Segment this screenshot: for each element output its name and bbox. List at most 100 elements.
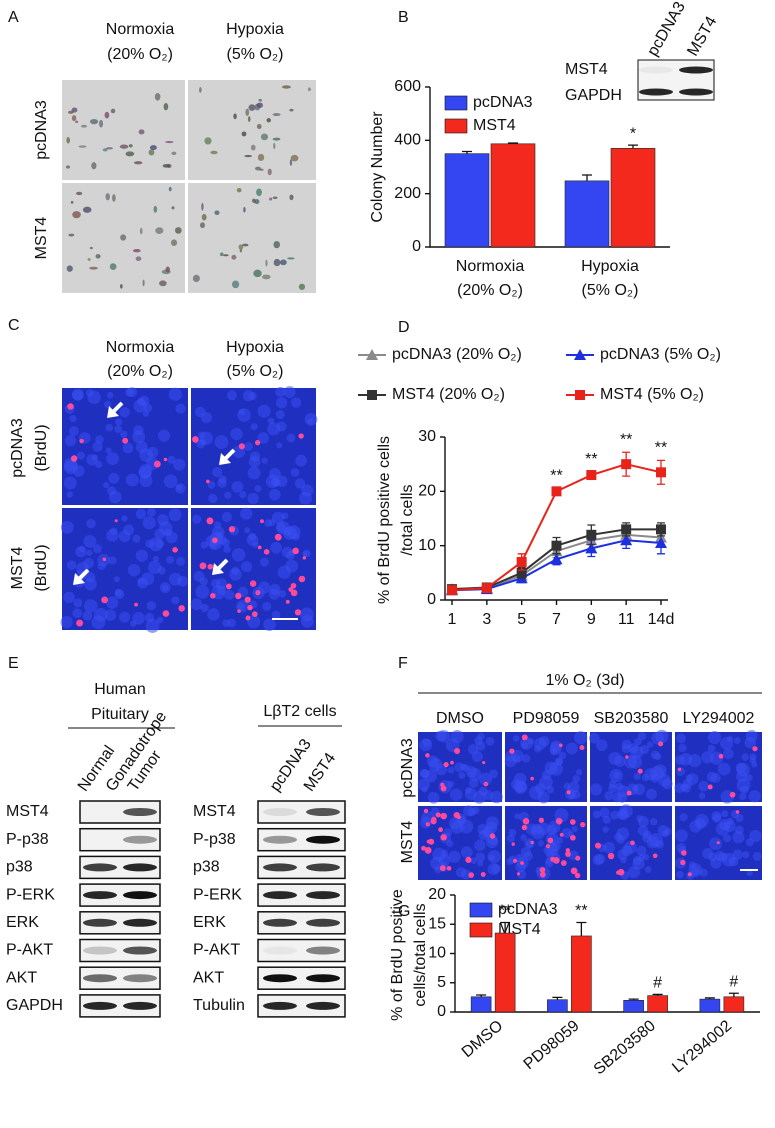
nucleus — [175, 484, 183, 491]
nucleus — [512, 735, 520, 742]
nucleus — [538, 736, 550, 747]
nucleus — [194, 406, 206, 418]
row-label: AKT — [6, 969, 37, 986]
brdu-cell — [440, 834, 447, 841]
nucleus — [686, 773, 699, 785]
x-tick-label: 9 — [587, 611, 596, 628]
nucleus — [417, 778, 430, 791]
nucleus — [720, 736, 734, 750]
nucleus — [636, 845, 647, 856]
colony — [78, 145, 87, 148]
brdu-cell — [435, 812, 441, 818]
x-tick-label: PD98059 — [521, 1017, 583, 1073]
nucleus — [746, 869, 753, 877]
colony — [298, 283, 306, 290]
nucleus — [735, 762, 747, 773]
column-label: SB203580 — [594, 710, 669, 727]
nucleus — [485, 835, 499, 849]
nucleus — [60, 520, 74, 534]
nucleus — [262, 601, 272, 611]
x-tick-label: Normoxia — [456, 258, 525, 275]
bar — [647, 995, 668, 1013]
nucleus — [637, 731, 647, 741]
y-axis-label: cells/total cells — [412, 903, 429, 1006]
brdu-cell — [102, 557, 107, 562]
nucleus — [227, 618, 237, 628]
nucleus — [633, 772, 641, 780]
nucleus — [644, 866, 652, 873]
brdu-cell — [677, 767, 682, 772]
nucleus — [176, 556, 186, 566]
nucleus — [125, 473, 139, 487]
nucleus — [514, 813, 521, 820]
brdu-cell — [114, 519, 118, 523]
blot-box — [257, 911, 346, 935]
nucleus — [166, 555, 175, 564]
legend-swatch — [444, 118, 468, 134]
brdu-cell — [421, 845, 426, 851]
nucleus — [163, 474, 178, 489]
nucleus — [732, 831, 745, 844]
colony — [239, 248, 243, 253]
y-tick-label: 20 — [428, 886, 446, 903]
brdu-cell — [290, 582, 297, 589]
colony — [120, 284, 123, 289]
group-header: Human — [94, 681, 146, 698]
panel-letter: D — [398, 319, 410, 336]
nucleus — [447, 766, 455, 774]
colony — [165, 140, 174, 144]
brdu-cell — [752, 746, 758, 752]
nucleus — [435, 730, 447, 742]
nucleus — [108, 556, 117, 565]
nucleus — [539, 775, 553, 790]
nucleus — [298, 491, 312, 505]
brdu-cell — [443, 762, 449, 768]
colony — [67, 110, 74, 114]
bar — [699, 998, 721, 1013]
legend-swatch — [469, 922, 493, 938]
nucleus — [173, 458, 186, 471]
nucleus — [275, 386, 286, 398]
nucleus — [619, 804, 633, 818]
error-bar — [628, 144, 638, 149]
nucleus — [523, 851, 533, 861]
colony — [174, 227, 182, 234]
blot-band — [123, 918, 157, 927]
colony — [110, 108, 116, 114]
nucleus — [64, 434, 77, 447]
colony — [220, 252, 224, 257]
blot-band — [83, 974, 117, 983]
nucleus — [271, 511, 285, 524]
brdu-cell — [580, 821, 586, 828]
nucleus — [199, 577, 208, 586]
colony — [132, 248, 141, 253]
nucleus — [698, 780, 710, 792]
nucleus — [164, 528, 172, 537]
nucleus — [662, 778, 673, 790]
brdu-cell — [574, 872, 581, 879]
nucleus — [744, 736, 757, 749]
brdu-cell — [480, 872, 486, 877]
colony — [256, 188, 262, 197]
nucleus — [281, 512, 289, 520]
colony — [170, 239, 178, 247]
column-label: (5% O₂) — [227, 46, 284, 63]
brdu-cell — [134, 602, 138, 607]
brdu-cell — [680, 859, 686, 866]
blot-band — [263, 946, 297, 955]
brdu-cell — [570, 867, 578, 875]
nucleus — [458, 771, 466, 779]
x-tick-label: (20% O₂) — [457, 282, 523, 299]
nucleus — [717, 762, 731, 776]
bar — [610, 148, 656, 248]
blot-band — [123, 835, 157, 844]
nucleus — [603, 841, 616, 854]
colony — [168, 186, 172, 192]
nucleus — [142, 516, 156, 530]
nucleus — [76, 451, 85, 460]
colony — [75, 191, 83, 196]
nucleus — [214, 435, 229, 450]
nucleus — [632, 857, 645, 870]
brdu-cell — [454, 748, 461, 755]
brdu-cell — [431, 816, 437, 823]
